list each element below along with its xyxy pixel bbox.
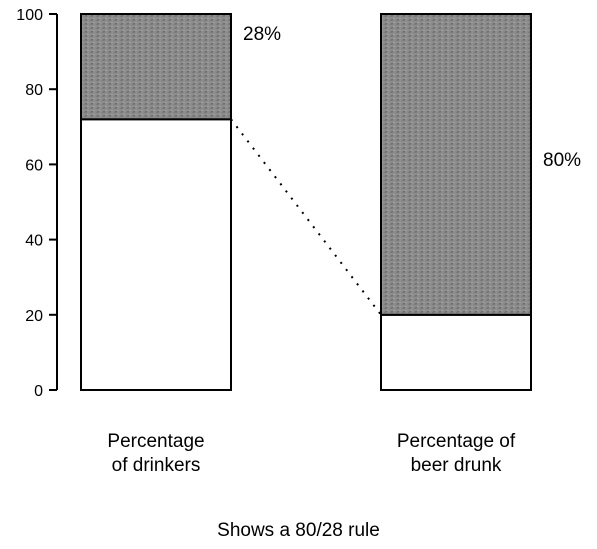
data-labels: 28% 80% [243, 24, 581, 171]
dotted-connector [230, 118, 382, 316]
y-tick-label: 100 [16, 7, 43, 24]
bars [80, 13, 532, 391]
y-axis: 0 20 40 60 80 100 [16, 7, 58, 400]
bar-segment-white-1 [380, 313, 532, 391]
data-label-0: 28% [243, 24, 281, 45]
y-tick-label: 0 [34, 383, 43, 400]
y-tick-label: 20 [25, 308, 43, 325]
y-tick-label: 40 [25, 233, 43, 250]
chart-caption: Shows a 80/28 rule [217, 520, 380, 541]
bar-segment-shaded-1 [380, 13, 532, 316]
y-tick-label: 60 [25, 157, 43, 174]
bar-segment-white-0 [80, 118, 232, 391]
category-label-drinkers: Percentage of drinkers [107, 431, 205, 476]
category-label-beer: Percentage of beer drunk [396, 431, 516, 476]
y-tick-label: 80 [25, 82, 43, 99]
data-label-1: 80% [543, 150, 581, 171]
bar-segment-shaded-0 [80, 13, 232, 121]
